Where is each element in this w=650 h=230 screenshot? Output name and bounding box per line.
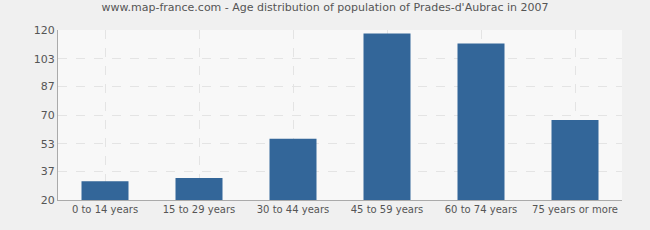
svg-text:87: 87 (41, 80, 55, 93)
svg-text:0 to 14 years: 0 to 14 years (72, 204, 138, 215)
svg-text:20: 20 (41, 194, 55, 207)
svg-text:60 to 74 years: 60 to 74 years (445, 204, 518, 215)
svg-text:15 to 29 years: 15 to 29 years (163, 204, 236, 215)
svg-text:30 to 44 years: 30 to 44 years (257, 204, 330, 215)
svg-text:37: 37 (41, 165, 55, 178)
svg-text:70: 70 (41, 109, 55, 122)
svg-text:75 years or more: 75 years or more (532, 204, 618, 215)
svg-text:53: 53 (41, 138, 55, 151)
svg-text:45 to 59 years: 45 to 59 years (351, 204, 424, 215)
svg-text:www.map-france.com - Age distr: www.map-france.com - Age distribution of… (102, 1, 549, 14)
svg-text:120: 120 (34, 24, 55, 37)
svg-text:103: 103 (34, 53, 55, 66)
